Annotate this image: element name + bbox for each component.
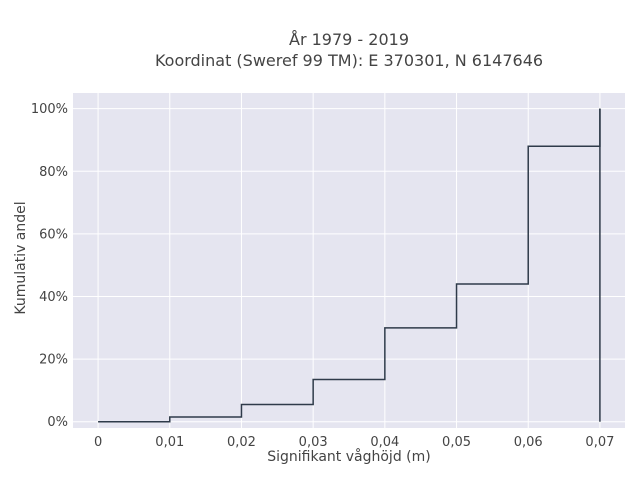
y-tick-label: 80% xyxy=(39,165,68,180)
y-tick-label: 20% xyxy=(39,353,68,368)
series-layer xyxy=(98,108,601,423)
grid-lines xyxy=(73,93,625,428)
x-tick-label: 0,01 xyxy=(155,435,184,450)
x-tick-label: 0,06 xyxy=(514,435,543,450)
cumulative-step-line xyxy=(98,108,601,423)
x-tick-label: 0 xyxy=(94,435,102,450)
plot-area xyxy=(73,93,625,428)
y-tick-label: 60% xyxy=(39,227,68,242)
chart-title-line-1: År 1979 - 2019 xyxy=(289,30,409,49)
y-tick-label: 0% xyxy=(47,415,68,430)
tick-labels: 0 0,01 0,02 0,03 0,04 0,05 0,06 0,07 0% 20% 40% 60%… xyxy=(31,102,615,450)
y-axis-title: Kumulativ andel xyxy=(13,201,29,314)
chart-title-line-2: Koordinat (Sweref 99 TM): E 370301, N 61… xyxy=(155,51,543,70)
x-tick-label: 0,05 xyxy=(442,435,471,450)
y-tick-label: 100% xyxy=(31,102,68,117)
x-axis-title: Signifikant våghöjd (m) xyxy=(267,448,430,465)
x-tick-label: 0,04 xyxy=(370,435,399,450)
x-tick-label: 0,07 xyxy=(585,435,614,450)
y-tick-label: 40% xyxy=(39,290,68,305)
x-tick-label: 0,02 xyxy=(227,435,256,450)
x-tick-label: 0,03 xyxy=(299,435,328,450)
